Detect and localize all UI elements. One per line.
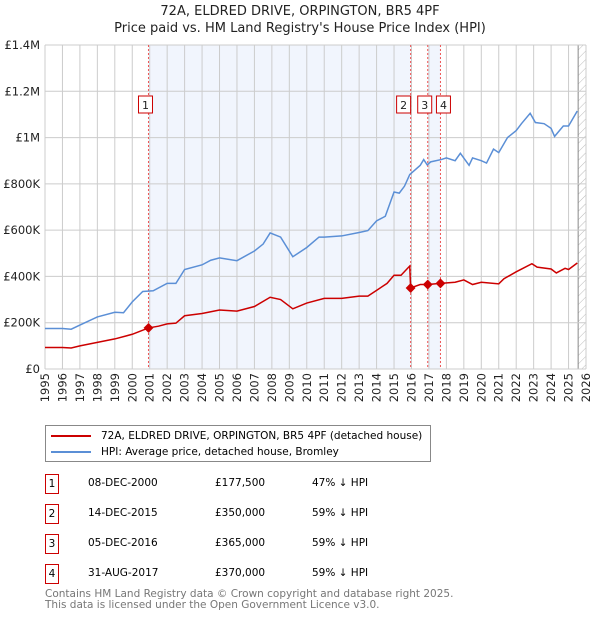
y-tick-label: £600K [3, 223, 40, 237]
legend-label: HPI: Average price, detached house, Brom… [101, 446, 339, 458]
x-tick-label: 2009 [282, 373, 296, 402]
sale-hpi-diff: 59% ↓ HPI [312, 507, 369, 519]
x-tick-label: 2018 [439, 373, 453, 402]
x-tick-label: 2013 [352, 373, 366, 402]
x-tick-label: 2015 [387, 373, 401, 402]
x-tick-label: 2016 [404, 373, 418, 402]
sale-price: £350,000 [215, 507, 266, 519]
x-tick-label: 2017 [422, 373, 436, 402]
x-tick-label: 2025 [562, 373, 576, 402]
x-tick-label: 2019 [457, 373, 471, 402]
y-tick-label: £200K [3, 316, 40, 330]
footer-copyright: Contains HM Land Registry data © Crown c… [45, 588, 454, 600]
x-tick-label: 2012 [335, 373, 349, 402]
y-tick-label: £400K [3, 269, 40, 283]
x-tick-label: 1998 [90, 373, 104, 402]
red-line-swatch [51, 435, 91, 437]
sale-label: 1 [142, 99, 149, 112]
x-tick-label: 2024 [544, 373, 558, 402]
footer-licence: This data is licensed under the Open Gov… [45, 599, 380, 611]
sale-date: 31-AUG-2017 [88, 567, 159, 579]
chart-subtitle: Price paid vs. HM Land Registry's House … [114, 21, 486, 36]
sale-number: 1 [45, 474, 59, 494]
legend-label: 72A, ELDRED DRIVE, ORPINGTON, BR5 4PF (d… [101, 430, 423, 442]
x-tick-label: 2001 [143, 373, 157, 402]
forecast-hatch [578, 45, 586, 369]
x-tick-label: 2003 [178, 373, 192, 402]
x-tick-label: 2007 [247, 373, 261, 402]
x-tick-label: 1995 [38, 373, 52, 402]
x-tick-label: 2010 [300, 373, 314, 402]
x-tick-label: 2004 [195, 373, 209, 402]
y-tick-label: £1.2M [4, 84, 40, 98]
shaded-ownership-period [148, 45, 411, 369]
sale-number: 4 [45, 564, 59, 584]
sale-point [422, 279, 433, 290]
x-tick-label: 2014 [370, 373, 384, 402]
shaded-ownership-period [427, 45, 441, 369]
sale-number: 3 [45, 534, 59, 554]
sale-price: £177,500 [215, 477, 266, 489]
sale-label-box [417, 95, 433, 114]
price-chart: 1995 1996 1997 1998 1999 2000 2001 2002 2003 2004… [3, 38, 593, 402]
sale-hpi-diff: 47% ↓ HPI [312, 477, 369, 489]
x-tick-label: 2020 [474, 373, 488, 402]
sale-price: £365,000 [215, 537, 266, 549]
x-tick-label: 2002 [160, 373, 174, 402]
x-tick-label: 1996 [55, 373, 69, 402]
x-tick-label: 2011 [317, 373, 331, 402]
sale-point [435, 278, 446, 289]
y-tick-label: £800K [3, 177, 40, 191]
x-tick-label: 2000 [125, 373, 139, 402]
sale-label-box [435, 95, 451, 114]
legend-item-hpi: HPI: Average price, detached house, Brom… [51, 446, 339, 458]
sale-hpi-diff: 59% ↓ HPI [312, 537, 369, 549]
y-tick-label: £1M [15, 131, 40, 145]
sale-number: 2 [45, 504, 59, 524]
x-tick-label: 2022 [509, 373, 523, 402]
sale-label: 2 [400, 99, 407, 112]
blue-line-swatch [51, 451, 91, 453]
x-tick-label: 1999 [108, 373, 122, 402]
x-tick-label: 2005 [213, 373, 227, 402]
sale-date: 14-DEC-2015 [88, 507, 158, 519]
sale-label: 3 [421, 99, 428, 112]
sale-hpi-diff: 59% ↓ HPI [312, 567, 369, 579]
x-tick-label: 2026 [579, 373, 593, 402]
sale-price: £370,000 [215, 567, 266, 579]
series-line [45, 110, 578, 330]
sale-label-box [396, 95, 412, 114]
sale-label: 4 [440, 99, 447, 112]
x-tick-label: 2023 [527, 373, 541, 402]
sale-label-box [137, 95, 153, 114]
sale-date: 05-DEC-2016 [88, 537, 158, 549]
sale-point [143, 322, 154, 333]
y-tick-label: £1.4M [4, 38, 40, 52]
legend: 72A, ELDRED DRIVE, ORPINGTON, BR5 4PF (d… [45, 425, 431, 462]
series-line [45, 262, 578, 349]
x-tick-label: 2008 [265, 373, 279, 402]
y-tick-label: £0 [25, 362, 40, 376]
x-tick-label: 2021 [492, 373, 506, 402]
legend-item-property: 72A, ELDRED DRIVE, ORPINGTON, BR5 4PF (d… [51, 430, 422, 442]
x-tick-label: 1997 [73, 373, 87, 402]
chart-title: 72A, ELDRED DRIVE, ORPINGTON, BR5 4PF [160, 4, 440, 19]
sale-date: 08-DEC-2000 [88, 477, 158, 489]
x-tick-label: 2006 [230, 373, 244, 402]
sale-point [405, 283, 416, 293]
